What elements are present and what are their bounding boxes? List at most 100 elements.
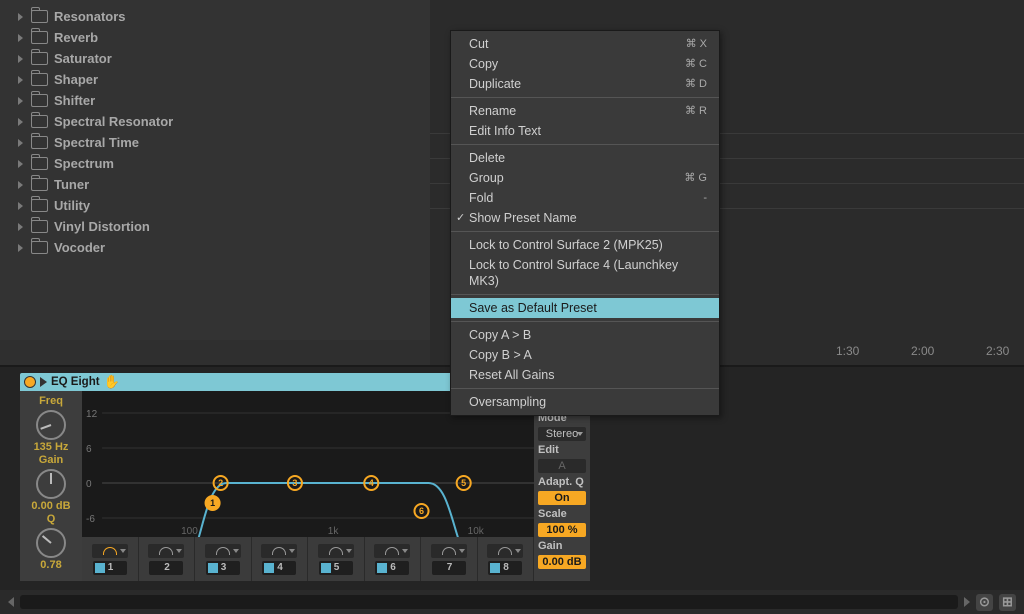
q-value[interactable]: 0.78 <box>40 559 61 571</box>
menu-item-label: Group <box>469 170 504 186</box>
band-toggle[interactable]: 4 <box>262 561 296 575</box>
menu-item-group[interactable]: Group ⌘ G <box>451 168 719 188</box>
gain-knob[interactable] <box>36 469 66 499</box>
menu-item-copy-b-a[interactable]: Copy B > A <box>451 345 719 365</box>
folder-icon <box>31 136 48 149</box>
browser-item-utility[interactable]: Utility <box>0 195 430 216</box>
timeline-mark: 1:30 <box>836 344 859 358</box>
band-toggle[interactable]: 1 <box>93 561 127 575</box>
expand-icon[interactable] <box>18 76 23 84</box>
menu-item-label: Lock to Control Surface 2 (MPK25) <box>469 237 663 253</box>
band-shape-selector[interactable] <box>487 544 523 558</box>
band-toggle[interactable]: 5 <box>319 561 353 575</box>
menu-item-edit-info-text[interactable]: Edit Info Text <box>451 121 719 141</box>
menu-item-copy[interactable]: Copy⌘ C <box>451 54 719 74</box>
expand-icon[interactable] <box>18 223 23 231</box>
browser-item-spectral-time[interactable]: Spectral Time <box>0 132 430 153</box>
freq-knob[interactable] <box>36 410 66 440</box>
band-3[interactable]: 3 <box>195 537 252 581</box>
expand-icon[interactable] <box>18 202 23 210</box>
band-6[interactable]: 6 <box>365 537 422 581</box>
band-toggle[interactable]: 2 <box>149 561 183 575</box>
menu-item-delete[interactable]: Delete <box>451 148 719 168</box>
browser-item-resonators[interactable]: Resonators <box>0 6 430 27</box>
folder-icon <box>31 157 48 170</box>
expand-icon[interactable] <box>18 13 23 21</box>
band-4[interactable]: 4 <box>252 537 309 581</box>
band-shape-selector[interactable] <box>92 544 128 558</box>
band-shape-selector[interactable] <box>148 544 184 558</box>
scroll-right-icon[interactable] <box>964 597 970 607</box>
menu-item-reset-all-gains[interactable]: Reset All Gains <box>451 365 719 385</box>
scale-value[interactable]: 100 % <box>538 523 586 537</box>
browser-item-shifter[interactable]: Shifter <box>0 90 430 111</box>
band-toggle[interactable]: 3 <box>206 561 240 575</box>
svg-text:0: 0 <box>86 479 92 490</box>
menu-shortcut: ⌘ G <box>684 170 707 186</box>
browser-item-saturator[interactable]: Saturator <box>0 48 430 69</box>
freq-label: Freq <box>39 395 63 407</box>
expand-icon[interactable] <box>18 244 23 252</box>
expand-icon[interactable] <box>18 118 23 126</box>
band-shape-selector[interactable] <box>318 544 354 558</box>
menu-item-cut[interactable]: Cut⌘ X <box>451 34 719 54</box>
band-toggle[interactable]: 7 <box>432 561 466 575</box>
browser-item-tuner[interactable]: Tuner <box>0 174 430 195</box>
menu-item-lock-to-control-surface-2-mpk25-[interactable]: Lock to Control Surface 2 (MPK25) <box>451 235 719 255</box>
browser-item-spectral-resonator[interactable]: Spectral Resonator <box>0 111 430 132</box>
q-knob[interactable] <box>36 528 66 558</box>
scroll-end-button[interactable]: ⊙ <box>976 594 993 611</box>
band-shape-selector[interactable] <box>261 544 297 558</box>
gain-side-value[interactable]: 0.00 dB <box>538 555 586 569</box>
band-shape-selector[interactable] <box>431 544 467 558</box>
menu-item-lock-to-control-surface-4-launchkey-mk3-[interactable]: Lock to Control Surface 4 (Launchkey MK3… <box>451 255 719 291</box>
band-2[interactable]: 2 <box>139 537 196 581</box>
expand-icon[interactable] <box>18 181 23 189</box>
band-1[interactable]: 1 <box>82 537 139 581</box>
mode-selector[interactable]: Stereo <box>538 427 586 441</box>
eq-graph[interactable]: 1260-6-121001k10k123456 1 2 3 4 5 6 7 8 <box>82 391 534 581</box>
band-8[interactable]: 8 <box>478 537 535 581</box>
scroll-track[interactable] <box>20 595 958 609</box>
band-shape-selector[interactable] <box>374 544 410 558</box>
browser-item-label: Saturator <box>54 51 112 66</box>
menu-item-rename[interactable]: Rename⌘ R <box>451 101 719 121</box>
band-5[interactable]: 5 <box>308 537 365 581</box>
browser-item-vocoder[interactable]: Vocoder <box>0 237 430 258</box>
browser-item-spectrum[interactable]: Spectrum <box>0 153 430 174</box>
menu-item-copy-a-b[interactable]: Copy A > B <box>451 325 719 345</box>
expand-icon[interactable] <box>18 34 23 42</box>
menu-item-label: Copy B > A <box>469 347 532 363</box>
browser-item-shaper[interactable]: Shaper <box>0 69 430 90</box>
expand-icon[interactable] <box>18 139 23 147</box>
browser-item-reverb[interactable]: Reverb <box>0 27 430 48</box>
band-toggle[interactable]: 6 <box>375 561 409 575</box>
gain-value[interactable]: 0.00 dB <box>31 500 70 512</box>
expand-icon[interactable] <box>18 97 23 105</box>
edit-selector[interactable]: A <box>538 459 586 473</box>
band-shape-selector[interactable] <box>205 544 241 558</box>
browser-item-vinyl-distortion[interactable]: Vinyl Distortion <box>0 216 430 237</box>
expand-icon[interactable] <box>18 55 23 63</box>
device-scrollbar[interactable]: ⊙ ⊞ <box>0 590 1024 614</box>
folder-icon <box>31 241 48 254</box>
svg-text:10k: 10k <box>468 526 485 537</box>
svg-text:5: 5 <box>461 478 466 488</box>
menu-item-save-as-default-preset[interactable]: Save as Default Preset <box>451 298 719 318</box>
device-activator[interactable] <box>24 376 36 388</box>
menu-item-label: Save as Default Preset <box>469 300 597 316</box>
menu-item-show-preset-name[interactable]: ✓Show Preset Name <box>451 208 719 228</box>
browser-item-label: Reverb <box>54 30 98 45</box>
menu-item-duplicate[interactable]: Duplicate⌘ D <box>451 74 719 94</box>
hand-icon: ✋ <box>104 374 120 390</box>
scroll-end-button-2[interactable]: ⊞ <box>999 594 1016 611</box>
adaptq-toggle[interactable]: On <box>538 491 586 505</box>
freq-value[interactable]: 135 Hz <box>34 441 69 453</box>
band-7[interactable]: 7 <box>421 537 478 581</box>
menu-item-fold[interactable]: Fold- <box>451 188 719 208</box>
menu-item-oversampling[interactable]: Oversampling <box>451 392 719 412</box>
scroll-left-icon[interactable] <box>8 597 14 607</box>
band-toggle[interactable]: 8 <box>488 561 522 575</box>
browser-item-label: Shaper <box>54 72 98 87</box>
expand-icon[interactable] <box>18 160 23 168</box>
